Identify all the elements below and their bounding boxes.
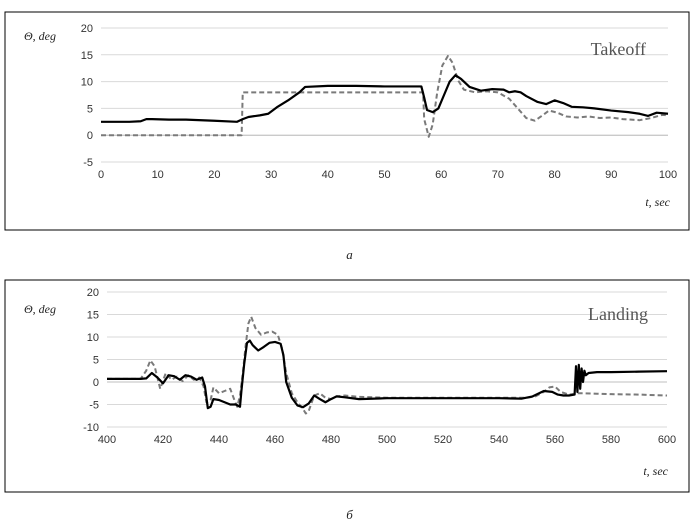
y-tick-label: -10 xyxy=(83,422,99,434)
x-tick-label: 40 xyxy=(322,169,334,181)
y-tick-label: 20 xyxy=(87,287,99,299)
landing-series-solid xyxy=(107,339,668,410)
takeoff-chart-frame xyxy=(4,11,690,231)
y-tick-label: 5 xyxy=(87,103,93,115)
landing-chart: -10 -5 0 5 10 15 20 400 420 440 460 480 500 520 540 560… xyxy=(4,279,690,493)
caption-b: б xyxy=(346,507,353,522)
x-tick-label: 540 xyxy=(490,434,508,446)
y-tick-label: 5 xyxy=(93,355,99,367)
x-tick-label: 20 xyxy=(208,169,220,181)
landing-chart-title: Landing xyxy=(588,304,648,324)
y-tick-label: 0 xyxy=(87,130,93,142)
takeoff-series-solid xyxy=(101,74,669,123)
y-tick-label: -5 xyxy=(83,157,93,169)
y-tick-label: 20 xyxy=(81,23,93,35)
x-axis-label: t, sec xyxy=(645,195,670,209)
y-tick-label: 15 xyxy=(81,50,93,62)
y-tick-label: -5 xyxy=(89,400,99,412)
landing-chart-frame xyxy=(4,279,690,493)
caption-a: a xyxy=(346,247,353,262)
x-tick-label: 90 xyxy=(605,169,617,181)
x-tick-label: 10 xyxy=(152,169,164,181)
x-tick-label: 80 xyxy=(548,169,560,181)
x-tick-label: 440 xyxy=(210,434,228,446)
y-axis-label: Θ, deg xyxy=(24,302,56,316)
x-tick-label: 100 xyxy=(659,169,677,181)
takeoff-series-dashed xyxy=(101,54,669,138)
x-tick-label: 0 xyxy=(98,169,104,181)
y-tick-label: 10 xyxy=(81,77,93,89)
landing-chart-panel: -10 -5 0 5 10 15 20 400 420 440 460 480 500 520 540 560… xyxy=(0,275,699,500)
x-tick-label: 70 xyxy=(492,169,504,181)
x-tick-label: 480 xyxy=(322,434,340,446)
x-tick-label: 420 xyxy=(154,434,172,446)
x-tick-label: 500 xyxy=(378,434,396,446)
takeoff-chart-panel: -5 0 5 10 15 20 0 10 20 30 40 50 60 70 80 90 100 Takeoff Θ… xyxy=(0,0,699,240)
takeoff-chart: -5 0 5 10 15 20 0 10 20 30 40 50 60 70 80 90 100 Takeoff Θ… xyxy=(4,11,690,231)
y-tick-label: 10 xyxy=(87,332,99,344)
y-tick-label: 0 xyxy=(93,377,99,389)
y-tick-label: 15 xyxy=(87,310,99,322)
x-tick-label: 400 xyxy=(98,434,116,446)
x-tick-label: 60 xyxy=(435,169,447,181)
y-axis-label: Θ, deg xyxy=(24,29,56,43)
x-tick-label: 30 xyxy=(265,169,277,181)
takeoff-chart-title: Takeoff xyxy=(591,39,646,59)
x-tick-label: 560 xyxy=(546,434,564,446)
x-tick-label: 50 xyxy=(378,169,390,181)
landing-series-dashed xyxy=(107,315,668,415)
x-axis-label: t, sec xyxy=(643,464,668,478)
x-tick-label: 600 xyxy=(658,434,676,446)
x-tick-label: 460 xyxy=(266,434,284,446)
x-tick-label: 520 xyxy=(434,434,452,446)
x-tick-label: 580 xyxy=(602,434,620,446)
